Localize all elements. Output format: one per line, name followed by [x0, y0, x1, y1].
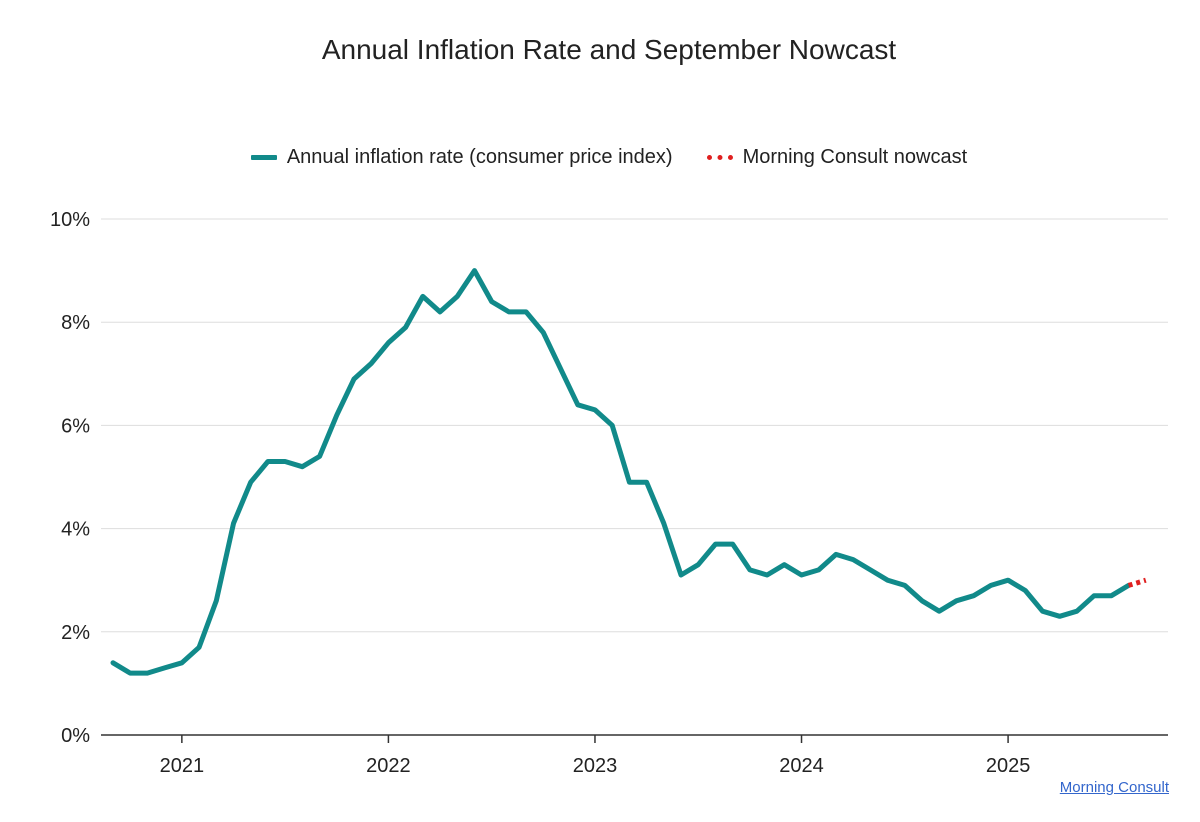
legend-label-nowcast: Morning Consult nowcast [742, 146, 968, 168]
x-tick-label: 2022 [366, 755, 411, 777]
legend-swatch-nowcast [706, 155, 733, 160]
chart-title: Annual Inflation Rate and September Nowc… [321, 34, 897, 65]
y-tick-label: 4% [61, 519, 90, 541]
series-line-nowcast [1127, 577, 1147, 588]
y-tick-label: 6% [61, 415, 90, 437]
y-tick-label: 0% [61, 725, 90, 747]
x-tick-label: 2024 [779, 755, 824, 777]
y-tick-label: 8% [61, 312, 90, 334]
y-tick-label: 2% [61, 622, 90, 644]
x-tick-label: 2021 [160, 755, 205, 777]
legend-item-inflation: Annual inflation rate (consumer price in… [250, 146, 673, 169]
legend-swatch-inflation [250, 155, 277, 160]
series-line-inflation [110, 268, 1132, 676]
source-link[interactable]: Morning Consult [1059, 779, 1169, 796]
grid-lines [101, 218, 1168, 633]
x-tick-label: 2023 [573, 755, 618, 777]
legend-item-nowcast: Morning Consult nowcast [706, 146, 968, 169]
axes: 0% 2% 4% 6% 8% 10% 2021 2022 2023 2024 2025 [50, 209, 1168, 777]
legend-label-inflation: Annual inflation rate (consumer price in… [286, 146, 673, 168]
x-tick-label: 2025 [986, 755, 1031, 777]
series-lines [110, 268, 1147, 676]
chart-legend: Annual inflation rate (consumer price in… [0, 146, 1200, 169]
y-tick-label: 10% [50, 209, 90, 231]
